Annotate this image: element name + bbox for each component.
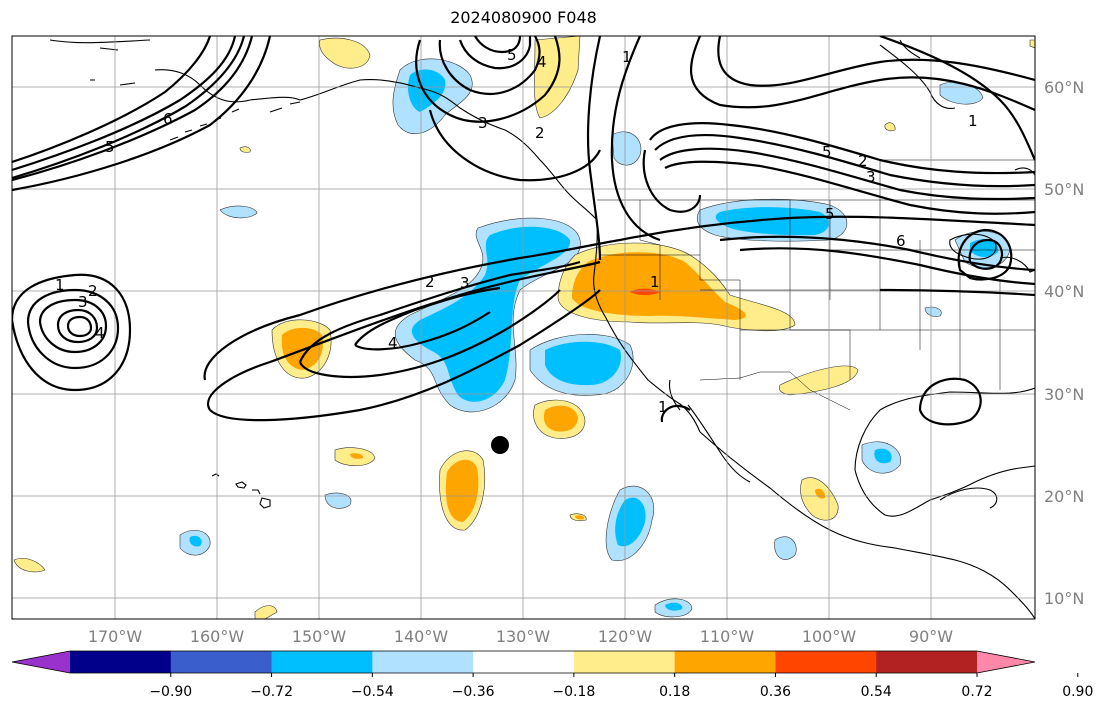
lat-label: 20°N	[1044, 487, 1084, 506]
colorbar-tick-label: 0.18	[659, 684, 690, 700]
storm-center-dot	[491, 436, 509, 454]
contour-label: 6	[896, 232, 906, 250]
lat-label: 40°N	[1044, 282, 1084, 301]
contour-label-group: 1 2 3 4 2 3 4 5 6 5 4 3 2 1 1 1 5 2 3 5 …	[55, 46, 978, 416]
colorbar	[11, 650, 1036, 674]
colorbar-tick-label: 0.36	[760, 684, 791, 700]
contour-label: 1	[650, 273, 660, 291]
colorbar-segment	[70, 651, 172, 673]
lon-label: 140°W	[394, 627, 449, 646]
lat-label: 10°N	[1044, 589, 1084, 608]
coastlines	[49, 39, 1035, 619]
lon-label: 100°W	[802, 627, 857, 646]
lon-label: 160°W	[190, 627, 245, 646]
colorbar-segment	[775, 651, 877, 673]
contour-label: 3	[460, 274, 470, 292]
lon-label: 110°W	[700, 627, 755, 646]
contour-label: 5	[507, 46, 517, 64]
contour-label: 4	[388, 334, 398, 352]
contour-label: 1	[55, 276, 65, 294]
colorbar-segment	[473, 651, 575, 673]
contour-label: 2	[535, 124, 545, 142]
colorbar-segment	[372, 651, 474, 673]
shaded-fields	[13, 36, 1035, 619]
colorbar-extend-high	[977, 651, 1035, 673]
contour-label: 2	[858, 152, 868, 170]
colorbar-tick-label: −0.36	[452, 684, 495, 700]
colorbar-segment	[876, 651, 978, 673]
contour-label: 4	[95, 324, 105, 342]
contour-label: 1	[968, 112, 978, 130]
colorbar-segment	[271, 651, 373, 673]
colorbar-outline	[11, 650, 1036, 674]
contour-label: 5	[105, 138, 115, 156]
colorbar-segment	[170, 651, 273, 673]
lon-label: 130°W	[496, 627, 551, 646]
colorbar-tick-label: −0.90	[149, 684, 192, 700]
colorbar-tick-label: 0.72	[961, 684, 992, 700]
contour-label: 5	[822, 143, 832, 161]
colorbar-segment	[674, 651, 776, 673]
colorbar-tick-label: 0.54	[861, 684, 892, 700]
plot-area	[12, 36, 1035, 619]
contour-label: 5	[825, 205, 835, 223]
plot-frame	[11, 35, 1036, 620]
colorbar-tick-label: 0.90	[1062, 684, 1093, 700]
contour-label: 2	[425, 273, 435, 291]
colorbar-tick-label: −0.54	[351, 684, 394, 700]
lon-label: 90°W	[909, 627, 953, 646]
contour-label: 3	[78, 293, 88, 311]
latitude-labels: 60°N 50°N 40°N 30°N 20°N 10°N	[1044, 78, 1084, 608]
contour-label: 1	[622, 48, 632, 66]
contour-label: 2	[88, 282, 98, 300]
contour-label: 3	[478, 114, 488, 132]
lat-label: 30°N	[1044, 385, 1084, 404]
lat-label: 50°N	[1044, 180, 1084, 199]
contour-label: 1	[658, 398, 668, 416]
contour-label: 4	[537, 53, 547, 71]
colorbar-tick-labels: −0.90 −0.72 −0.54 −0.36 −0.18 0.18 0.36 0.54 0.7…	[149, 673, 1093, 700]
lon-label: 120°W	[598, 627, 653, 646]
lat-label: 60°N	[1044, 78, 1084, 97]
longitude-labels: 170°W 160°W 150°W 140°W 130°W 120°W 110°…	[88, 627, 953, 646]
contour-label: 6	[163, 110, 173, 128]
gridlines	[12, 36, 1035, 619]
contour-lines	[12, 36, 1035, 426]
colorbar-tick-label: −0.72	[250, 684, 293, 700]
lon-label: 170°W	[88, 627, 143, 646]
map-title: 2024080900 F048	[450, 8, 597, 27]
lon-label: 150°W	[292, 627, 347, 646]
colorbar-tick-label: −0.18	[552, 684, 595, 700]
colorbar-segment	[573, 651, 676, 673]
colorbar-extend-low	[12, 651, 70, 673]
contour-label: 3	[866, 168, 876, 186]
